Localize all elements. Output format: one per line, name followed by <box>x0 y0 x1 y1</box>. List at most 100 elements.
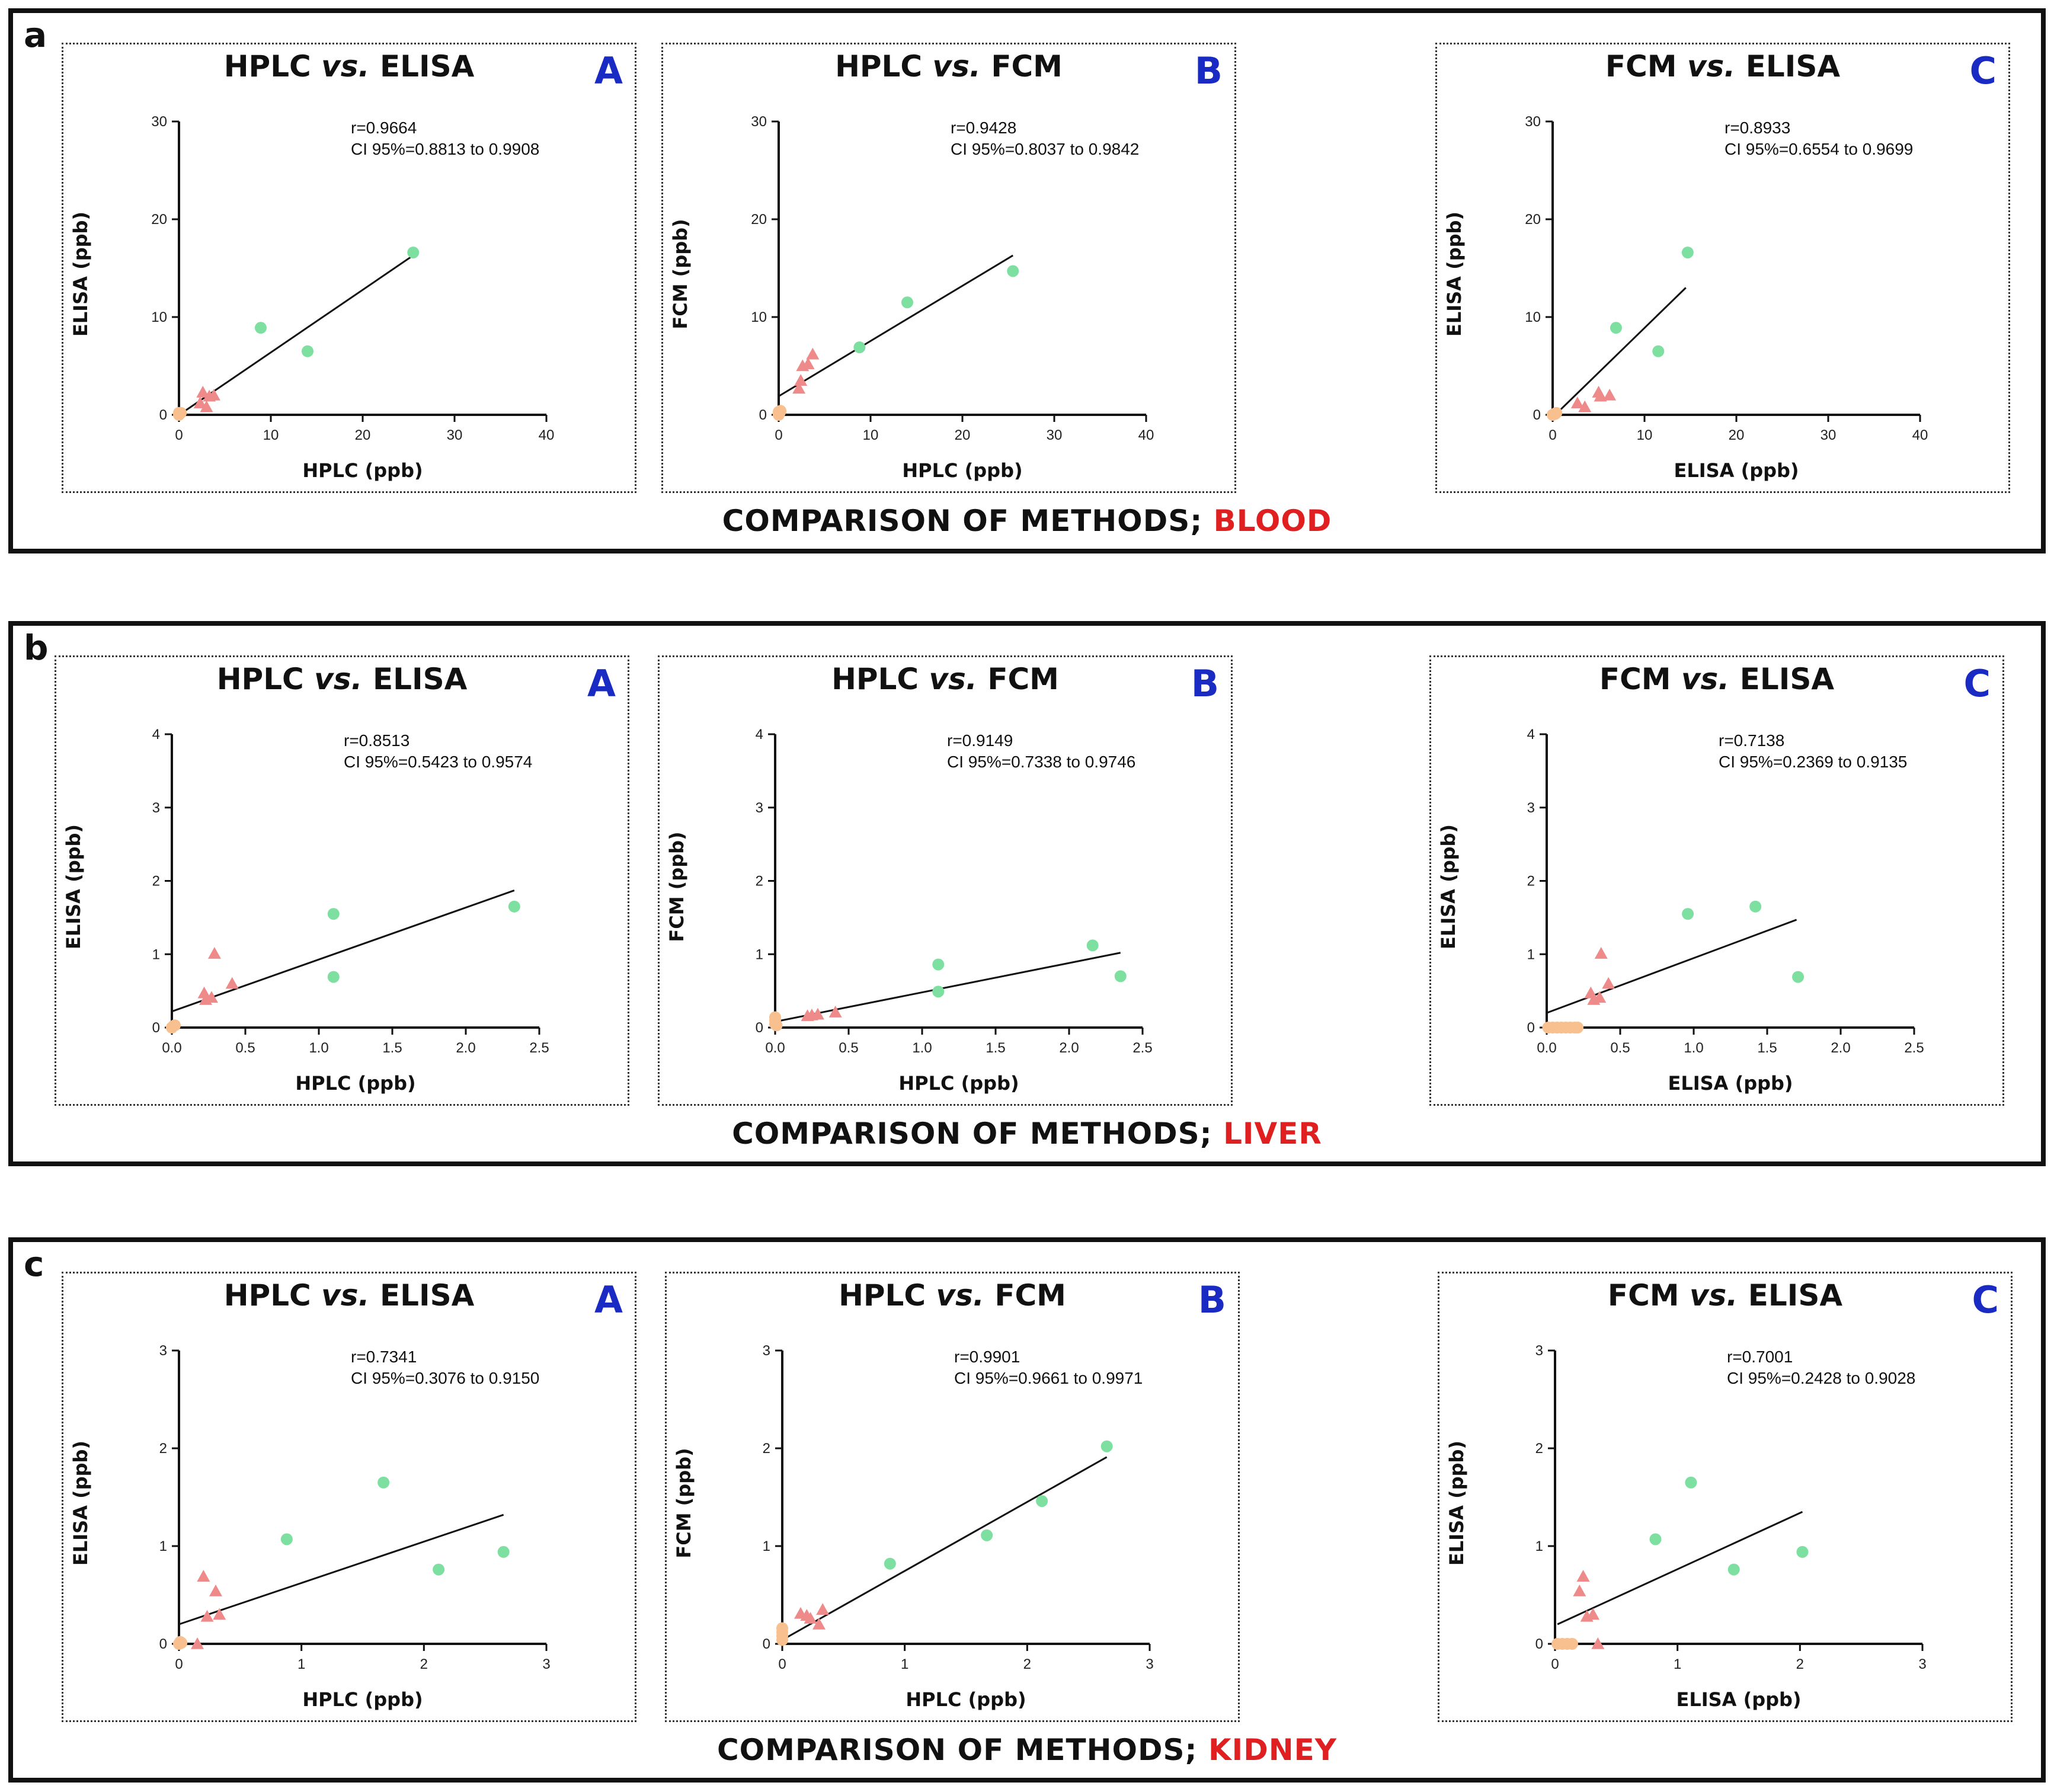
y-tick-label: 4 <box>152 727 160 743</box>
x-tick-label: 0 <box>175 1656 183 1672</box>
y-tick-label: 2 <box>159 1441 167 1457</box>
y-tick-label: 1 <box>756 946 763 962</box>
data-point-mid <box>792 382 806 394</box>
x-tick-label: 2 <box>420 1656 428 1672</box>
scatter-plot: 0 10 20 30 40 0 10 20 30 ELISA (ppb) ELISA (ppb) r=… <box>1443 114 1928 482</box>
data-point-high <box>302 345 313 357</box>
data-point-high <box>327 908 340 920</box>
data-point-mid <box>191 1637 204 1649</box>
x-tick-label: 10 <box>1637 427 1653 443</box>
panel-c-B: HPLC vs. FCM B 0 1 2 3 0 1 2 3 HPLC (ppb) FCM (pp… <box>665 1272 1240 1722</box>
x-axis-title: ELISA (ppb) <box>1668 1072 1793 1095</box>
panel-c-A: HPLC vs. ELISA A 0 1 2 3 0 1 2 3 HPLC (ppb) ELISA… <box>62 1272 636 1722</box>
x-tick-label: 10 <box>263 427 279 443</box>
x-tick-label: 1 <box>297 1656 305 1672</box>
x-tick-label: 0 <box>1549 427 1556 443</box>
x-tick-label: 2.5 <box>1132 1040 1152 1056</box>
correlation-annotation: r=0.8933 <box>1725 119 1790 137</box>
correlation-annotation: r=0.9664 <box>351 119 417 137</box>
y-tick-label: 3 <box>152 800 160 816</box>
x-tick-label: 40 <box>1912 427 1928 443</box>
panel-letter: C <box>1972 1278 1999 1321</box>
data-point-high <box>254 322 267 334</box>
x-axis-title: ELISA (ppb) <box>1674 459 1799 482</box>
y-tick-label: 1 <box>763 1538 770 1554</box>
x-tick-label: 1 <box>1674 1656 1681 1672</box>
x-tick-label: 1.5 <box>382 1040 402 1056</box>
data-point-high <box>1727 1563 1740 1576</box>
section-a-blood: a HPLC vs. ELISA A 0 10 20 30 40 0 10 20 30 HPLC … <box>8 8 2046 553</box>
x-tick-label: 0 <box>778 1656 786 1672</box>
data-point-mid <box>197 986 211 999</box>
x-tick-label: 2.5 <box>529 1040 549 1056</box>
correlation-annotation: CI 95%=0.3076 to 0.9150 <box>351 1369 539 1387</box>
data-point-high <box>901 296 913 309</box>
scatter-plot: 0.0 0.5 1.0 1.5 2.0 2.5 0 1 2 3 4 HPLC (ppb) FCM (pp… <box>666 727 1153 1095</box>
data-point-mid <box>1573 1584 1586 1596</box>
data-point-zero <box>168 1019 181 1032</box>
data-point-mid <box>200 400 213 412</box>
scatter-plot: 0 1 2 3 0 1 2 3 ELISA (ppb) ELISA (ppb) r=0.7001 CI… <box>1445 1343 1927 1711</box>
x-tick-label: 2.0 <box>1059 1040 1079 1056</box>
panel-letter: C <box>1969 49 1997 92</box>
x-tick-label: 40 <box>539 427 555 443</box>
x-axis-title: HPLC (ppb) <box>898 1072 1019 1095</box>
data-point-high <box>508 900 520 913</box>
x-tick-label: 30 <box>1821 427 1837 443</box>
panel-title: FCM vs. ELISA <box>1607 1278 1843 1313</box>
y-axis-title: ELISA (ppb) <box>1437 824 1460 949</box>
x-tick-label: 30 <box>447 427 463 443</box>
y-tick-label: 0 <box>1533 407 1541 423</box>
correlation-annotation: r=0.8513 <box>344 731 409 750</box>
panel-title: HPLC vs. ELISA <box>223 1278 475 1313</box>
y-tick-label: 3 <box>763 1343 770 1359</box>
y-tick-label: 4 <box>756 727 763 743</box>
data-point-high <box>1796 1545 1809 1558</box>
x-tick-label: 0.5 <box>235 1040 255 1056</box>
data-point-zero <box>1566 1638 1578 1650</box>
section-caption: COMPARISON OF METHODS; LIVER <box>732 1116 1322 1151</box>
data-point-mid <box>811 1007 824 1020</box>
data-point-zero <box>770 1019 783 1032</box>
regression-line <box>183 254 414 413</box>
scatter-plot: 0.0 0.5 1.0 1.5 2.0 2.5 0 1 2 3 4 ELISA (ppb) ELISA … <box>1437 727 1924 1095</box>
panel-title: HPLC vs. FCM <box>835 49 1063 84</box>
data-point-zero <box>773 406 785 418</box>
data-point-high <box>1007 265 1019 277</box>
x-tick-label: 0.0 <box>162 1040 181 1056</box>
y-tick-label: 2 <box>152 873 160 889</box>
y-tick-label: 0 <box>1527 1020 1535 1036</box>
x-tick-label: 1 <box>901 1656 908 1672</box>
data-point-zero <box>1572 1022 1584 1033</box>
data-point-high <box>1114 970 1127 983</box>
correlation-annotation: CI 95%=0.7338 to 0.9746 <box>947 753 1135 771</box>
y-tick-label: 0 <box>759 407 767 423</box>
data-point-mid <box>1594 389 1607 402</box>
x-tick-label: 1.0 <box>1684 1040 1703 1056</box>
panel-letter: B <box>1194 49 1223 92</box>
y-axis-title: ELISA (ppb) <box>1443 212 1466 337</box>
y-tick-label: 10 <box>1525 309 1541 325</box>
x-tick-label: 20 <box>1729 427 1745 443</box>
panel-c-C: FCM vs. ELISA C 0 1 2 3 0 1 2 3 ELISA (ppb) ELISA… <box>1438 1272 2013 1722</box>
y-tick-label: 10 <box>751 309 767 325</box>
x-axis-title: HPLC (ppb) <box>295 1072 415 1095</box>
x-tick-label: 2 <box>1023 1656 1031 1672</box>
data-point-mid <box>794 374 808 386</box>
regression-line <box>1556 287 1687 414</box>
panel-a-A: HPLC vs. ELISA A 0 10 20 30 40 0 10 20 30 HPLC (p… <box>62 43 636 493</box>
y-tick-label: 0 <box>756 1020 763 1036</box>
correlation-annotation: r=0.7001 <box>1727 1348 1793 1366</box>
panel-title: HPLC vs. FCM <box>831 662 1059 696</box>
data-point-zero <box>173 407 185 419</box>
x-tick-label: 3 <box>542 1656 550 1672</box>
data-point-mid <box>804 1612 817 1624</box>
y-axis-title: ELISA (ppb) <box>1445 1441 1468 1566</box>
x-tick-label: 0.5 <box>1610 1040 1630 1056</box>
data-point-mid <box>209 1584 222 1596</box>
tissue-label: LIVER <box>1223 1116 1322 1151</box>
data-point-high <box>1036 1495 1048 1508</box>
correlation-annotation: r=0.9901 <box>954 1348 1020 1366</box>
correlation-annotation: CI 95%=0.2428 to 0.9028 <box>1727 1369 1915 1387</box>
x-tick-label: 20 <box>355 427 371 443</box>
